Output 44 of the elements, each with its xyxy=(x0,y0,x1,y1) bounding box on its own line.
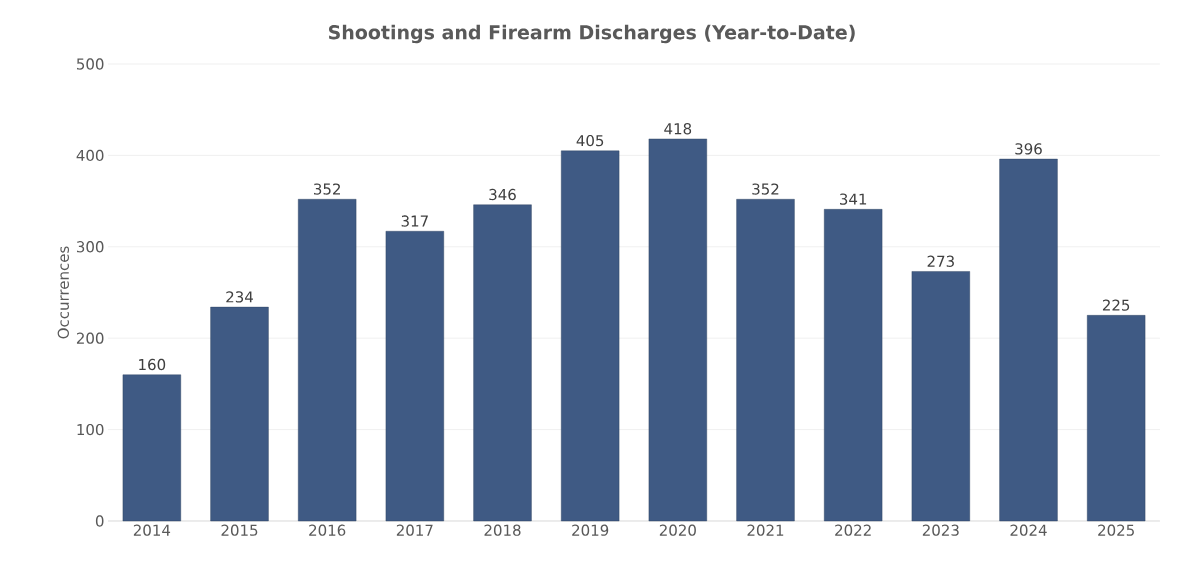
bar xyxy=(122,374,181,522)
data-label: 273 xyxy=(927,255,954,267)
bar xyxy=(824,209,883,522)
bar xyxy=(298,199,357,522)
bar xyxy=(561,150,620,522)
x-tick-label: 2019 xyxy=(572,524,609,536)
bar xyxy=(473,204,532,522)
bar xyxy=(210,306,269,522)
data-label: 234 xyxy=(226,291,253,303)
y-tick-label: 100 xyxy=(77,423,104,436)
y-tick-label: 400 xyxy=(76,149,104,162)
data-label: 317 xyxy=(401,215,428,227)
y-axis-title: Occurrences xyxy=(57,246,69,339)
bar xyxy=(999,158,1058,522)
y-tick-label: 300 xyxy=(77,241,104,253)
x-tick-label: 2014 xyxy=(133,524,171,536)
chart-title: Shootings and Firearm Discharges (Year-to-Date) xyxy=(328,24,855,44)
data-label: 341 xyxy=(840,193,867,205)
data-label: 160 xyxy=(139,358,166,371)
data-label: 346 xyxy=(489,188,516,201)
x-tick-label: 2016 xyxy=(309,524,346,536)
bar xyxy=(736,199,795,522)
x-tick-label: 2024 xyxy=(1010,524,1047,536)
data-label: 418 xyxy=(664,123,692,135)
data-label: 352 xyxy=(314,183,340,195)
y-tick-label: 500 xyxy=(77,58,104,70)
bar xyxy=(648,138,707,522)
x-tick-label: 2021 xyxy=(747,524,784,536)
x-tick-label: 2018 xyxy=(484,524,521,536)
bar xyxy=(1087,315,1146,522)
x-tick-label: 2025 xyxy=(1098,524,1134,536)
x-tick-label: 2015 xyxy=(221,524,258,536)
y-tick-label: 200 xyxy=(76,332,104,344)
x-tick-label: 2017 xyxy=(396,524,433,536)
data-label: 396 xyxy=(1015,143,1042,155)
data-label: 405 xyxy=(576,134,604,147)
x-tick-label: 2022 xyxy=(835,524,871,536)
x-tick-label: 2023 xyxy=(922,524,959,536)
y-tick-label: 0 xyxy=(95,515,104,527)
x-tick-label: 2020 xyxy=(659,524,696,536)
data-label: 352 xyxy=(752,183,779,195)
bar xyxy=(385,231,444,522)
bar xyxy=(911,271,970,522)
data-label: 225 xyxy=(1102,299,1130,311)
